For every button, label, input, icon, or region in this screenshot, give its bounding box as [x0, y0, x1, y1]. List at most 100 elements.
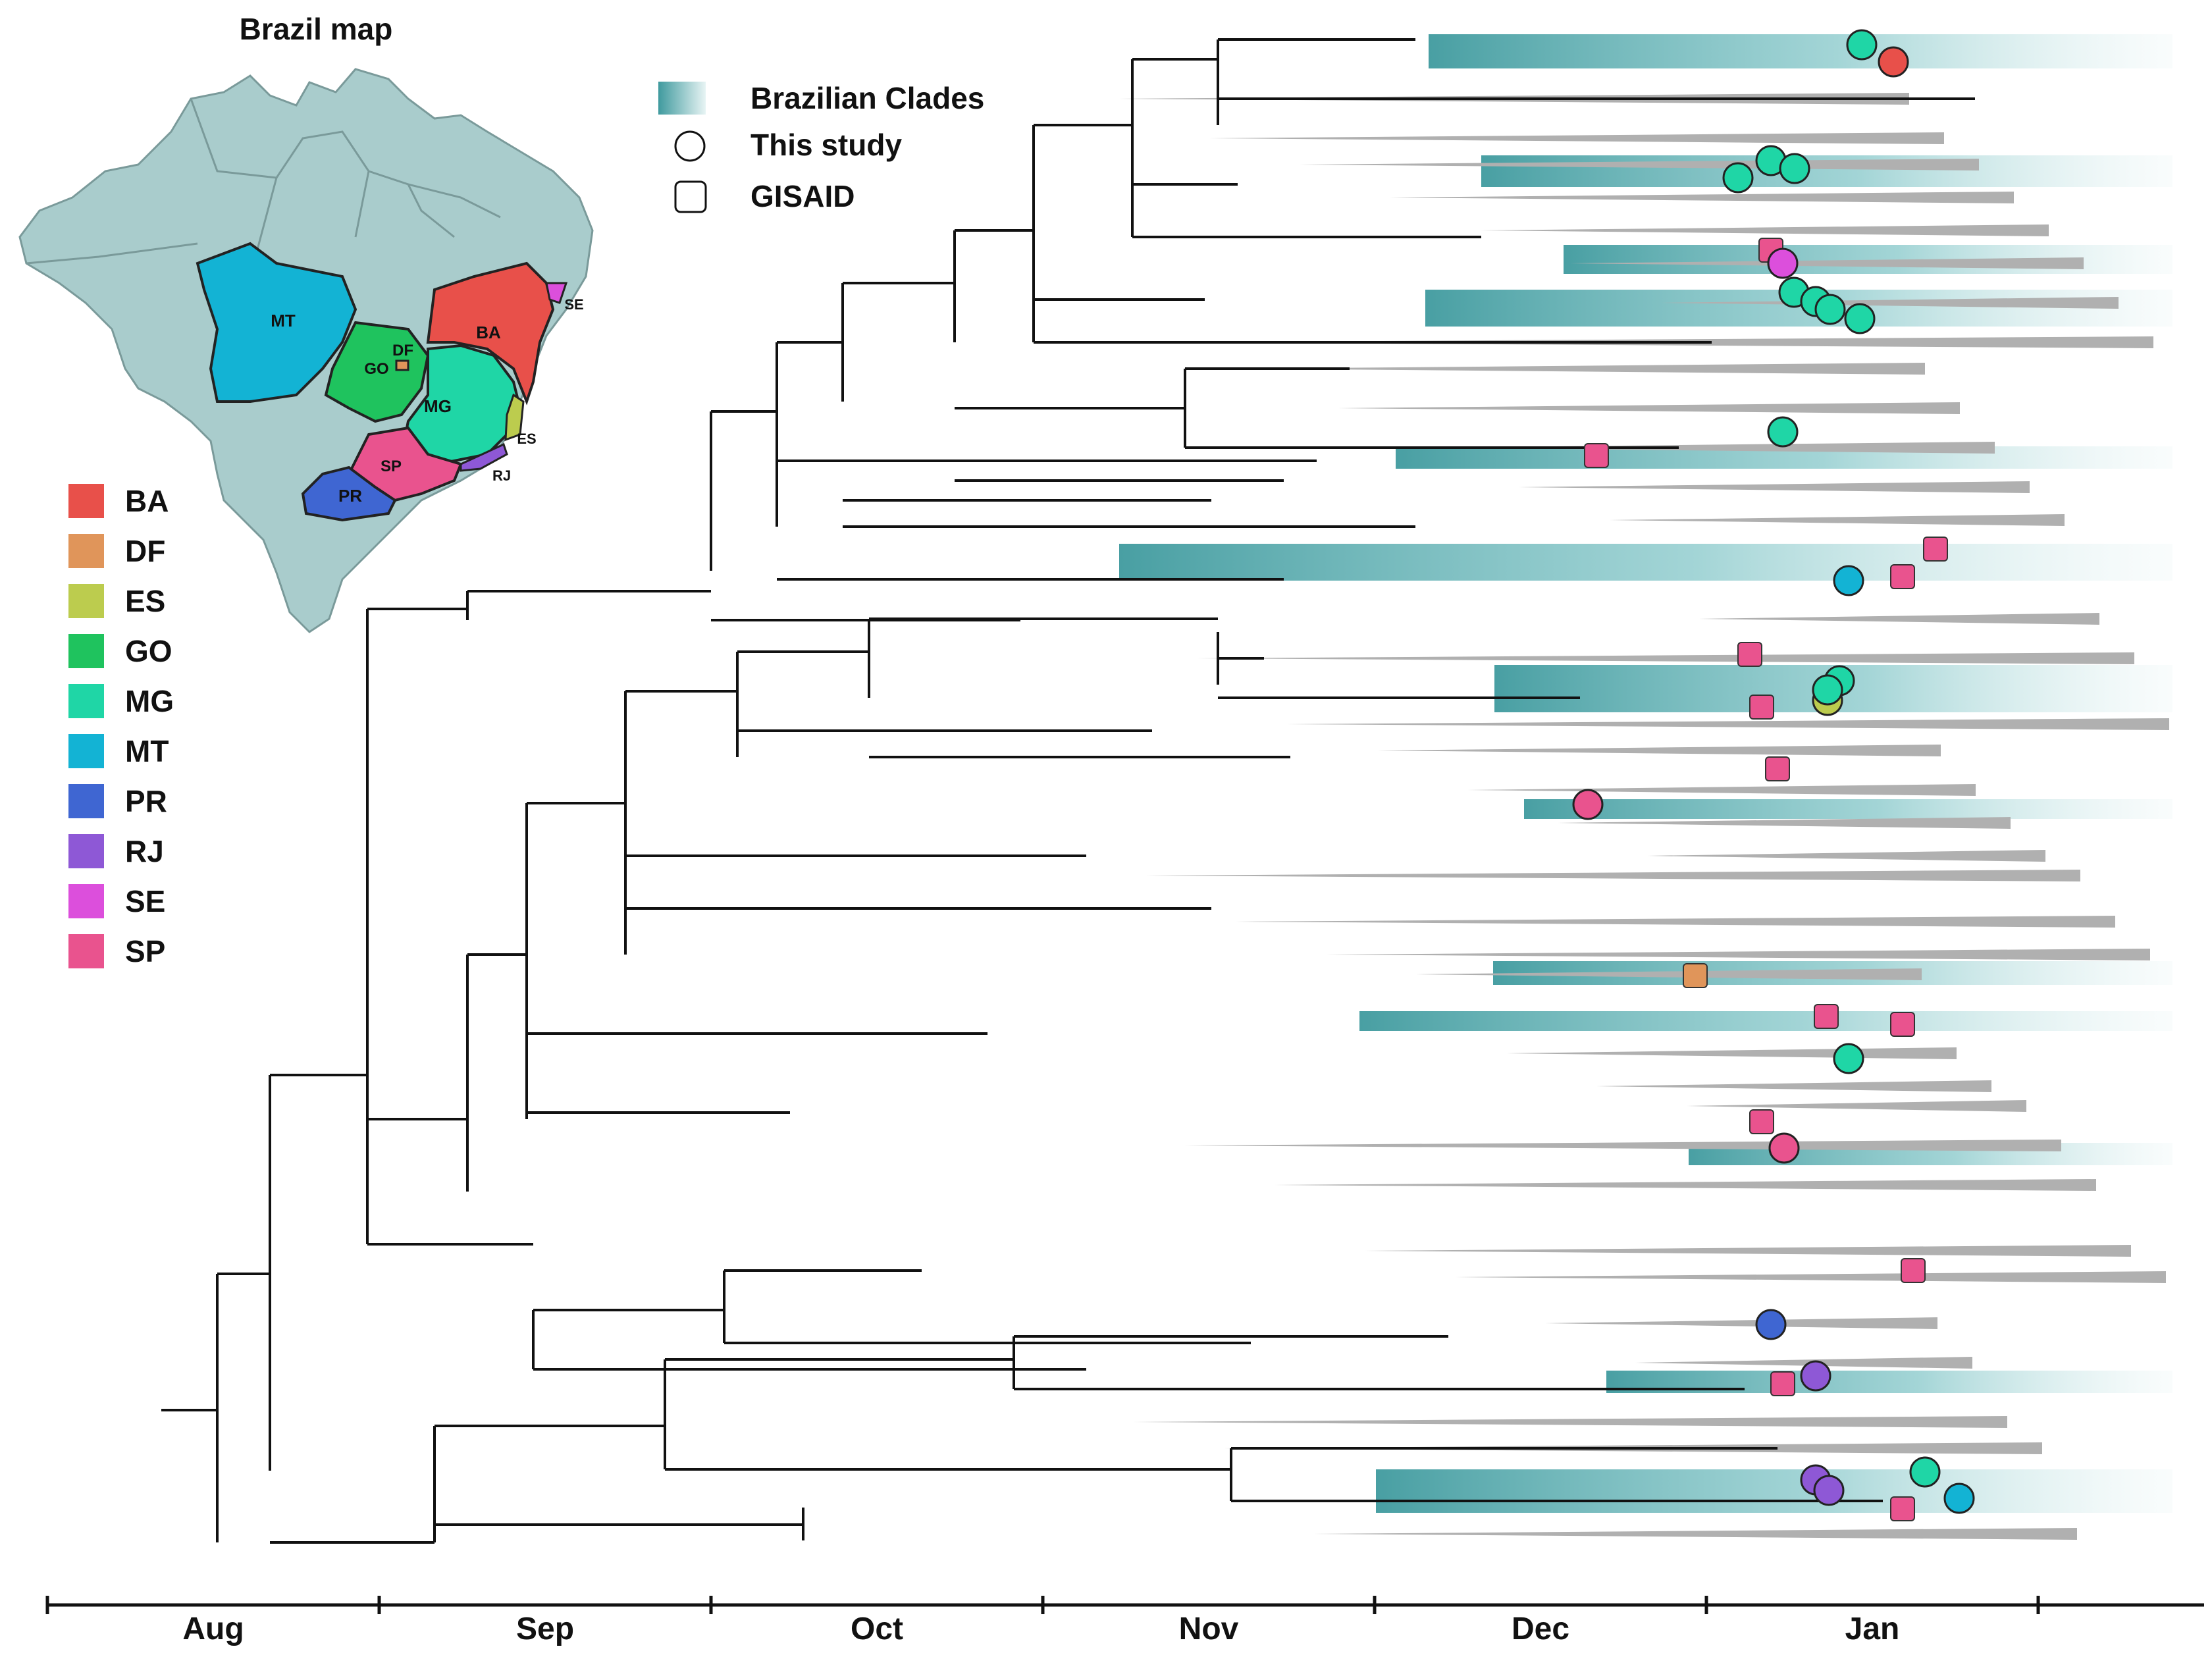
legend-swatch-go — [68, 634, 104, 668]
marker-circle-mg — [1833, 1043, 1864, 1074]
legend-clade-label: Brazilian Clades — [750, 81, 984, 115]
marker-circle-ba — [1878, 46, 1909, 78]
time-axis: Aug Sep Oct Nov Dec Jan — [45, 1596, 2204, 1646]
legend-swatch-ba — [68, 484, 104, 518]
collapsed-lineage — [1648, 850, 2045, 862]
collapsed-lineage — [1287, 718, 2169, 730]
legend-swatch-rj — [68, 834, 104, 868]
legend-swatch-se — [68, 884, 104, 918]
collapsed-lineage — [1545, 1317, 1937, 1329]
axis-month-label: Dec — [1512, 1612, 1569, 1646]
marker-circle-sp — [1572, 789, 1604, 820]
legend-label-go: GO — [125, 634, 172, 668]
collapsed-lineage — [1455, 1271, 2166, 1283]
symbol-legend: Brazilian Clades This study GISAID — [658, 81, 984, 213]
marker-square-sp — [1770, 1371, 1795, 1396]
marker-circle-mt — [1943, 1483, 1975, 1514]
legend-label-es: ES — [125, 584, 165, 618]
legend-circle-symbol — [674, 130, 706, 162]
legend-label-sp: SP — [125, 934, 165, 968]
marker-circle-mg — [1814, 294, 1846, 325]
state-ba — [426, 261, 555, 406]
collapsed-lineage — [1687, 1100, 2026, 1112]
marker-square-sp — [1890, 564, 1915, 589]
marker-circle-mg — [1844, 303, 1876, 334]
marker-square-sp — [1737, 642, 1762, 667]
marker-square-sp — [1749, 1109, 1774, 1134]
clade-band — [1359, 1011, 2172, 1031]
legend-label-pr: PR — [125, 784, 167, 818]
collapsed-lineage — [1275, 1179, 2096, 1191]
axis-month-label: Nov — [1179, 1612, 1239, 1646]
legend-clade-swatch — [658, 82, 706, 115]
marker-square-sp — [1901, 1258, 1926, 1283]
legend-label-se: SE — [125, 884, 165, 918]
clade-band — [1429, 34, 2172, 68]
legend-swatch-sp — [68, 934, 104, 968]
collapsed-lineage — [1197, 652, 2134, 664]
marker-circle-mg — [1846, 29, 1878, 61]
collapsed-lineage — [1326, 949, 2150, 960]
marker-circle-sp — [1768, 1132, 1800, 1164]
map-label-es: ES — [517, 431, 536, 447]
collapsed-lineage — [1506, 1047, 1957, 1059]
marker-circle-mg — [1722, 162, 1754, 194]
axis-month-label: Oct — [851, 1612, 903, 1646]
collapsed-lineage — [1609, 514, 2065, 526]
marker-circle-rj — [1800, 1360, 1831, 1392]
state-se — [545, 282, 568, 304]
collapsed-lineage — [1365, 1245, 2131, 1257]
legend-swatch-mt — [68, 734, 104, 768]
legend-label-df: DF — [125, 534, 165, 568]
legend-label-mg: MG — [125, 684, 174, 718]
legend-swatch-mg — [68, 684, 104, 718]
axis-month-label: Jan — [1845, 1612, 1900, 1646]
map-label-mg: MG — [424, 396, 452, 416]
collapsed-lineage — [1570, 257, 2084, 269]
collapsed-lineage — [1416, 968, 1922, 980]
map-label-ba: BA — [476, 323, 501, 342]
sample-markers — [1572, 29, 1975, 1521]
state-df — [395, 359, 409, 371]
marker-circle-mg — [1767, 416, 1799, 448]
legend-label-rj: RJ — [125, 834, 164, 868]
collapsed-lineage — [1635, 1357, 1972, 1369]
state-color-legend: BA DF ES GO MG MT PR RJ SE SP — [68, 484, 174, 968]
marker-square-sp — [1923, 537, 1948, 562]
marker-circle-se — [1767, 248, 1799, 279]
legend-label-mt: MT — [125, 734, 169, 768]
collapsed-lineage — [1699, 613, 2099, 625]
map-label-se: SE — [564, 296, 583, 313]
legend-square-label: GISAID — [750, 179, 855, 213]
collapsed-lineage — [1209, 132, 1944, 144]
marker-circle-rj — [1813, 1475, 1845, 1506]
marker-square-sp — [1765, 756, 1790, 781]
legend-swatch-df — [68, 534, 104, 568]
legend-label-ba: BA — [125, 484, 169, 518]
axis-month-label: Aug — [182, 1612, 244, 1646]
collapsed-lineage — [1480, 224, 2049, 236]
marker-square-df — [1683, 963, 1708, 988]
clade-band — [1524, 799, 2172, 819]
axis-month-label: Sep — [516, 1612, 574, 1646]
map-label-df: DF — [392, 342, 413, 359]
clade-band — [1119, 544, 2172, 581]
brazil-map-inset: Brazil map MT DF GO BA SE MG ES SP RJ PR — [18, 12, 594, 633]
collapsed-lineage — [1558, 817, 2011, 829]
collapsed-lineage — [1313, 1528, 2077, 1540]
collapsed-lineage — [1390, 192, 2014, 203]
marker-circle-mg — [1779, 153, 1810, 184]
state-go — [324, 321, 430, 423]
state-es — [504, 393, 525, 442]
marker-circle-pr — [1755, 1309, 1787, 1340]
tree-branches — [161, 38, 1975, 1544]
collapsed-lineage — [1146, 870, 2080, 881]
marker-circle-mt — [1833, 565, 1864, 596]
collapsed-lineage — [1133, 1416, 2007, 1428]
map-label-sp: SP — [381, 458, 402, 475]
collapsed-lineage — [1519, 481, 2030, 493]
collapsed-lineage — [1596, 1080, 1991, 1092]
collapsed-lineage — [1467, 784, 1976, 796]
map-label-mt: MT — [271, 311, 296, 330]
collapsed-lineage — [1429, 442, 1995, 454]
